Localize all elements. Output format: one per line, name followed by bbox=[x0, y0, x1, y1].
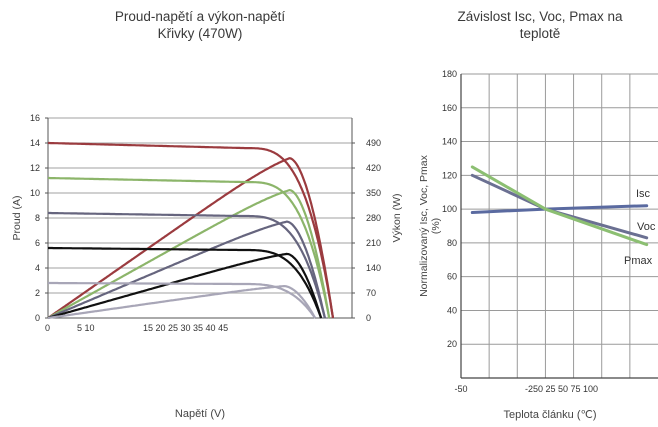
x-tick-label: 5 10 bbox=[77, 323, 95, 333]
series-line-pmax bbox=[470, 165, 649, 247]
x-tick-label: -250 25 50 75 100 bbox=[525, 384, 598, 394]
x-tick-label: -50 bbox=[454, 384, 467, 394]
y-tick-label: 16 bbox=[30, 113, 40, 123]
y2-tick-label: 490 bbox=[366, 138, 381, 148]
y-tick-label: 100 bbox=[442, 204, 457, 214]
pv-curve bbox=[47, 220, 326, 320]
pv-curve bbox=[47, 285, 317, 320]
y-tick-label: 8 bbox=[35, 213, 40, 223]
y-tick-label: 2 bbox=[35, 288, 40, 298]
pv-curve bbox=[47, 189, 331, 319]
y-tick-label: 20 bbox=[447, 339, 457, 349]
y2-tick-label: 0 bbox=[366, 313, 371, 323]
y2-tick-label: 350 bbox=[366, 188, 381, 198]
y-tick-label: 14 bbox=[30, 138, 40, 148]
iv-curve bbox=[48, 211, 326, 319]
x-tick-label: 15 20 25 30 35 40 45 bbox=[143, 323, 228, 333]
y-tick-label: 60 bbox=[447, 272, 457, 282]
y-tick-label: 140 bbox=[442, 137, 457, 147]
chart1-title: Proud-napětí a výkon-napětí Křivky (470W… bbox=[70, 8, 330, 42]
y-axis-title: Proud (A) bbox=[11, 196, 23, 241]
y-tick-label: 180 bbox=[442, 69, 457, 79]
series-label-pmax: Pmax bbox=[624, 255, 653, 267]
y-tick-label: 4 bbox=[35, 263, 40, 273]
iv-curve bbox=[48, 246, 323, 319]
chart1-xlabel: Napětí (V) bbox=[174, 408, 226, 420]
y-tick-label: 120 bbox=[442, 170, 457, 180]
y-tick-label: 80 bbox=[447, 238, 457, 248]
x-tick-label: 0 bbox=[45, 323, 50, 333]
y-tick-label: 6 bbox=[35, 238, 40, 248]
series-label-voc: Voc bbox=[637, 221, 656, 233]
y2-tick-label: 70 bbox=[366, 288, 376, 298]
chart2-title: Závislost Isc, Voc, Pmax na teplotě bbox=[430, 8, 650, 42]
series-label-isc: Isc bbox=[636, 188, 651, 200]
temperature-chart: 20 40 60 80 100 120 140 160 180 -50 -250 25 50 75 … bbox=[418, 69, 658, 394]
y-tick-label: 0 bbox=[35, 313, 40, 323]
chart1-title-line2: Křivky (470W) bbox=[157, 26, 243, 41]
iv-curve bbox=[48, 281, 317, 319]
chart2-xlabel: Teplota článku (℃) bbox=[503, 409, 597, 421]
chart2-title-line1: Závislost Isc, Voc, Pmax na bbox=[457, 9, 623, 24]
y2-tick-label: 280 bbox=[366, 213, 381, 223]
pv-curve bbox=[47, 157, 335, 319]
chart1-title-line1: Proud-napětí a výkon-napětí bbox=[114, 9, 286, 24]
chart2-title-line2: teplotě bbox=[519, 26, 561, 41]
y2-tick-label: 420 bbox=[366, 163, 381, 173]
y2-axis-title: Výkon (W) bbox=[391, 193, 403, 242]
y-tick-label: 12 bbox=[30, 163, 40, 173]
y-tick-label: 40 bbox=[447, 305, 457, 315]
y2-tick-label: 210 bbox=[366, 238, 381, 248]
y-axis-title-line1: Normalizovaný Isc, Voc, Pmax bbox=[418, 154, 430, 297]
y-axis-title-line2: (%) bbox=[430, 218, 442, 234]
iv-curve bbox=[48, 141, 335, 319]
y-tick-label: 10 bbox=[30, 188, 40, 198]
y2-tick-label: 140 bbox=[366, 263, 381, 273]
iv-pv-chart: 0 2 4 6 8 10 12 14 16 0 70 140 210 280 350 420 490 0 5 10 1… bbox=[11, 113, 403, 333]
y-tick-label: 160 bbox=[442, 103, 457, 113]
pv-curve bbox=[47, 252, 323, 320]
